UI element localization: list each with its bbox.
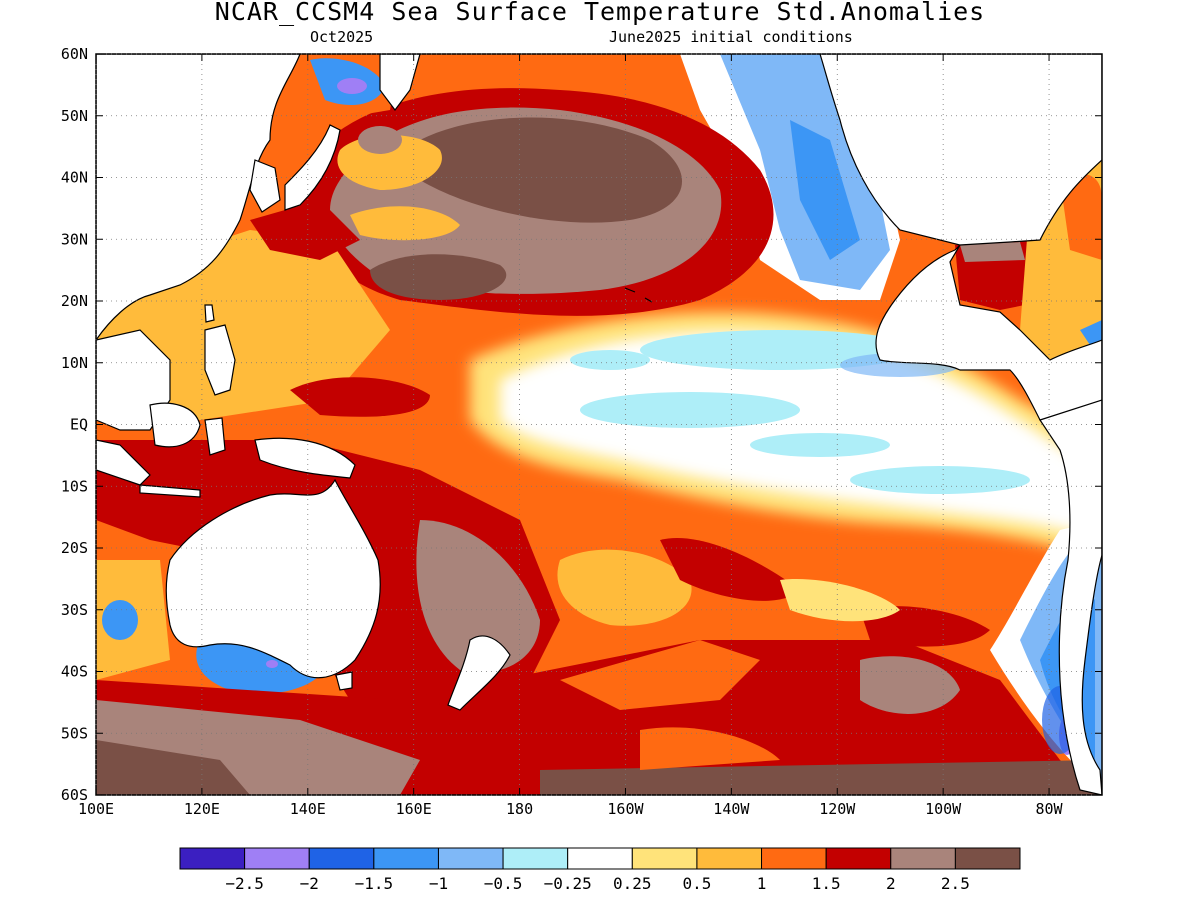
colorbar-label: 2.5 xyxy=(941,874,970,893)
x-tick-label: 120E xyxy=(184,800,220,818)
new-guinea xyxy=(254,437,356,479)
x-tick-label: 80W xyxy=(1036,800,1064,818)
forecast-month: Oct2025 xyxy=(310,28,374,46)
colorbar-swatch xyxy=(696,847,763,870)
colorbar-label: −0.5 xyxy=(484,874,523,893)
y-tick-label: 40S xyxy=(61,663,88,681)
axis-ticks: 100E 120E 140E 160E 180 160W 140W 120W 100W 80W 60… xyxy=(61,45,1102,818)
colorbar-swatch xyxy=(373,847,439,870)
colorbar-swatch xyxy=(761,847,827,870)
colorbar-label: 2 xyxy=(886,874,896,893)
x-tick-label: 160E xyxy=(396,800,432,818)
x-tick-label: 120W xyxy=(819,800,856,818)
x-tick-label: 180 xyxy=(506,800,533,818)
australia xyxy=(165,478,381,679)
x-tick-label: 140E xyxy=(290,800,326,818)
y-tick-label: 10S xyxy=(61,477,88,495)
colorbar-label: −1.5 xyxy=(355,874,394,893)
x-tick-label: 100E xyxy=(78,800,114,818)
colorbar-label: −1 xyxy=(429,874,448,893)
colorbar-swatch xyxy=(502,847,569,870)
y-tick-label: 30S xyxy=(61,601,88,619)
y-tick-label: EQ xyxy=(70,416,88,434)
colorbar-label: −2 xyxy=(300,874,319,893)
java xyxy=(139,484,201,498)
y-tick-label: 60N xyxy=(61,45,88,63)
south-america xyxy=(1039,399,1102,795)
y-tick-label: 30N xyxy=(61,230,88,248)
y-tick-label: 40N xyxy=(61,169,88,187)
hawaii-islands xyxy=(624,287,653,303)
y-tick-label: 10N xyxy=(61,354,88,372)
colorbar-label: 0.25 xyxy=(613,874,652,893)
map-title: NCAR_CCSM4 Sea Surface Temperature Std.A… xyxy=(214,0,986,26)
colorbar: −2.5 −2 −1.5 −1 −0.5 −0.25 0.25 0.5 1 1.5 2 2.5 xyxy=(179,847,1021,893)
kamchatka-peninsula xyxy=(379,54,421,111)
colorbar-swatch xyxy=(954,847,1021,870)
y-tick-label: 50N xyxy=(61,107,88,125)
asia-landmass xyxy=(96,54,301,342)
colorbar-label: −0.25 xyxy=(544,874,592,893)
cold-tongue xyxy=(470,312,1102,560)
colorbar-swatch xyxy=(179,847,246,870)
colorbar-label: 1.5 xyxy=(812,874,841,893)
colorbar-label: −2.5 xyxy=(225,874,264,893)
y-tick-label: 50S xyxy=(61,724,88,742)
sulawesi xyxy=(204,417,226,456)
colorbar-swatch xyxy=(567,847,633,870)
new-zealand xyxy=(447,635,511,711)
x-tick-label: 140W xyxy=(713,800,750,818)
north-pacific-warm-blob xyxy=(298,88,774,316)
colorbar-swatch xyxy=(308,847,375,870)
tasmania xyxy=(335,671,353,691)
korea-peninsula xyxy=(249,159,281,213)
colorbar-swatch xyxy=(825,847,892,870)
philippines xyxy=(204,324,236,396)
y-tick-label: 20S xyxy=(61,539,88,557)
borneo xyxy=(149,402,201,448)
x-tick-label: 160W xyxy=(607,800,644,818)
land-masses xyxy=(96,54,1102,795)
southern-ocean-band xyxy=(96,538,1102,795)
colorbar-swatch xyxy=(890,847,956,870)
initial-conditions-label: June2025 initial conditions xyxy=(609,28,853,46)
japan-island xyxy=(284,124,341,211)
colorbar-swatch xyxy=(631,847,698,870)
x-tick-label: 100W xyxy=(925,800,962,818)
colorbar-swatch xyxy=(437,847,504,870)
y-tick-label: 60S xyxy=(61,786,88,804)
taiwan-island xyxy=(204,304,215,323)
sumatra xyxy=(96,439,151,486)
colorbar-label: 0.5 xyxy=(682,874,711,893)
colorbar-swatch xyxy=(244,847,310,870)
colorbar-label: 1 xyxy=(757,874,767,893)
y-tick-label: 20N xyxy=(61,292,88,310)
